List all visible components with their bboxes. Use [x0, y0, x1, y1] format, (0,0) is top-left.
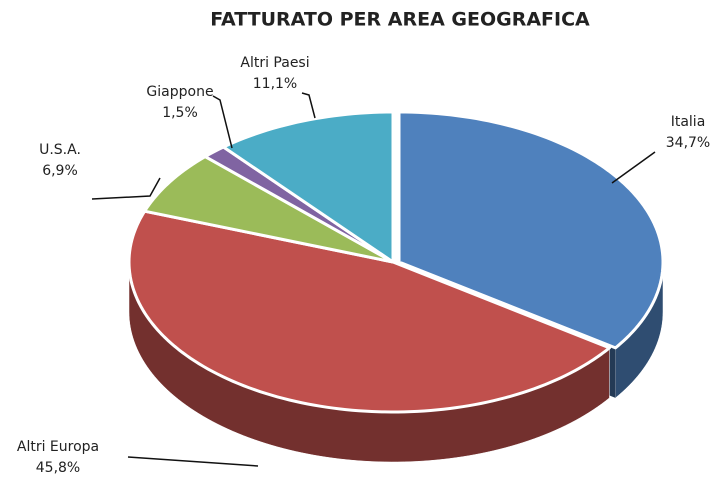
slice-top: [127, 209, 611, 414]
slice-top: [221, 110, 395, 264]
leader-line: [212, 95, 233, 149]
slice-top: [397, 110, 665, 350]
pie-slice: [221, 110, 395, 264]
slice-value-label: 1,5%: [162, 105, 198, 121]
slice-value-label: 45,8%: [36, 460, 80, 476]
slice-label: U.S.A.: [39, 142, 81, 158]
slice-label: Altri Paesi: [240, 55, 309, 71]
leader-line: [301, 92, 316, 119]
slice-top: [143, 155, 395, 264]
slice-value-label: 6,9%: [42, 163, 78, 179]
chart-title: FATTURATO PER AREA GEOGRAFICA: [210, 9, 590, 31]
leader-line: [611, 151, 656, 184]
leader-line: [127, 456, 259, 467]
slice-value-label: 11,1%: [253, 76, 297, 92]
slice-label: Altri Europa: [17, 439, 99, 455]
slice-label: Giappone: [146, 84, 213, 100]
slice-label: Italia: [671, 114, 706, 130]
leader-line: [91, 177, 161, 200]
slice-value-label: 34,7%: [666, 135, 710, 151]
pie-slice: [127, 209, 611, 463]
pie-slice: [143, 155, 395, 264]
